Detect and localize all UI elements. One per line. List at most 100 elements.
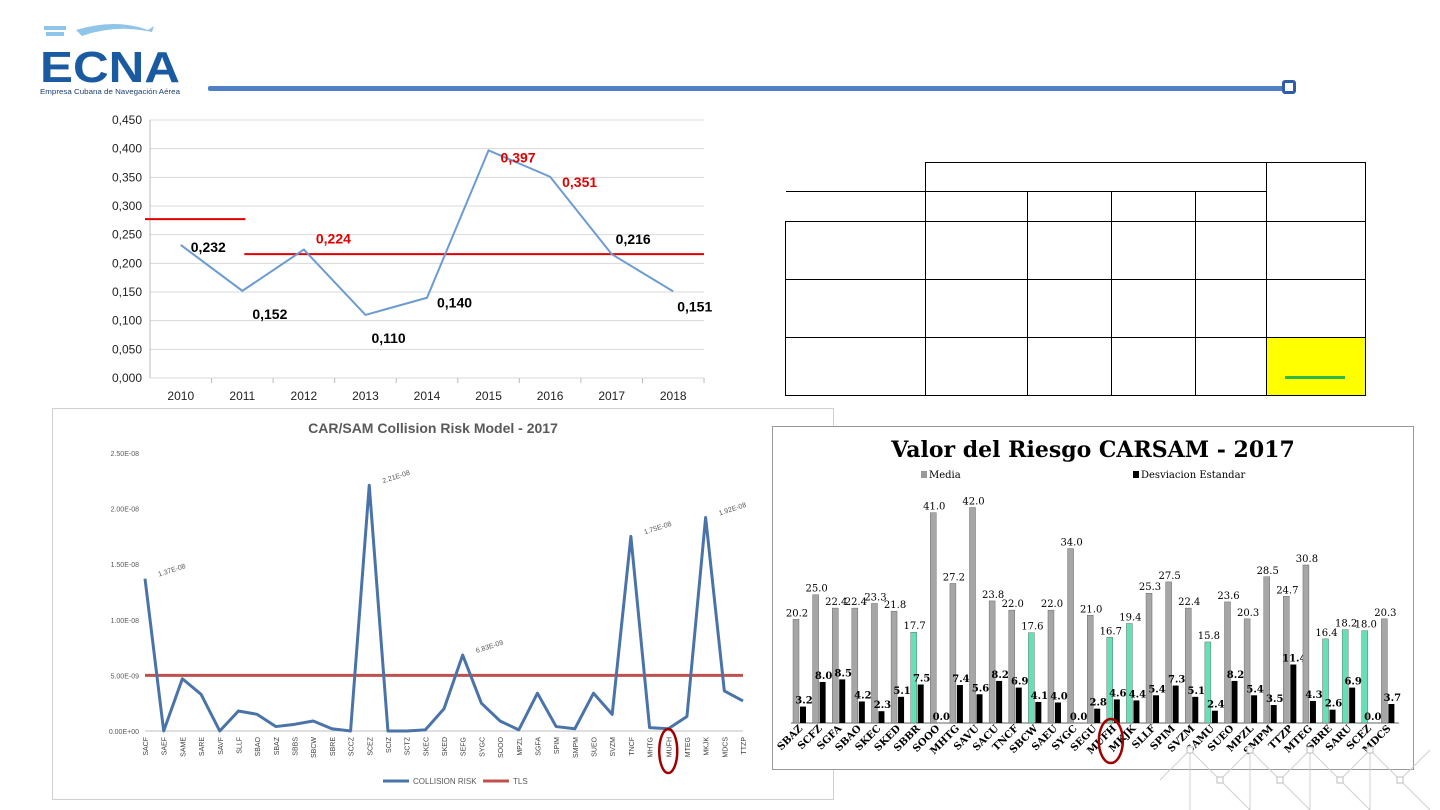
media-value-label: 28.5: [1257, 566, 1279, 577]
y-tick-label: 5.00E-09: [111, 673, 140, 680]
data-label: 6.83E-09: [475, 639, 504, 654]
risk-table: [785, 162, 1366, 396]
legend-swatch-sd: [1133, 471, 1139, 478]
sd-bar: [1231, 680, 1238, 723]
sd-bar: [1172, 685, 1179, 723]
series-line: [180, 149, 674, 317]
data-label: 0,216: [616, 231, 651, 247]
logo-tagline: Empresa Cubana de Navegación Aérea: [40, 87, 180, 96]
x-tick-label: 2011: [229, 389, 255, 403]
y-tick-label: 0,400: [112, 142, 142, 156]
y-tick-label: 0,200: [112, 256, 142, 270]
sd-value-label: 7.4: [952, 674, 969, 685]
x-tick-label: TNCF: [629, 737, 636, 756]
sd-value-label: 2.4: [1207, 700, 1224, 711]
x-tick-label: SGFA: [535, 737, 542, 756]
media-value-label: 20.2: [786, 608, 808, 619]
sd-value-label: 6.9: [1011, 677, 1028, 688]
data-label: 1.75E-08: [643, 521, 672, 536]
sd-value-label: 2.6: [1325, 699, 1342, 710]
sd-value-label: 2.8: [1089, 698, 1106, 709]
x-tick-label: SARE: [199, 737, 206, 756]
x-tick-label: SCTZ: [405, 736, 412, 755]
x-tick-label: SAVF: [218, 737, 225, 755]
sd-bar: [1290, 664, 1297, 723]
sd-value-label: 8.5: [835, 668, 852, 679]
media-bar: [910, 631, 917, 724]
media-value-label: 27.5: [1159, 571, 1181, 582]
sd-bar: [1270, 705, 1277, 723]
header-divider: [208, 86, 1290, 91]
legend-label-collision-risk: COLLISION RISK: [413, 777, 477, 786]
x-tick-label: SKED: [442, 737, 449, 756]
sd-bar: [1133, 700, 1140, 723]
sd-value-label: 3.2: [795, 696, 812, 707]
legend-label-media: Media: [929, 470, 961, 481]
media-value-label: 21.8: [884, 600, 906, 611]
x-tick-label: SPIM: [554, 737, 561, 754]
y-tick-label: 1.00E-08: [111, 618, 140, 625]
media-value-label: 25.0: [805, 584, 827, 595]
x-tick-label: SKEC: [423, 737, 430, 756]
media-bar: [1145, 592, 1153, 724]
media-bar: [890, 610, 898, 724]
x-tick-label: SBRE: [330, 737, 337, 756]
sd-bar: [1349, 687, 1356, 723]
media-bar: [1106, 637, 1114, 724]
x-tick-label: SBAO: [255, 736, 262, 756]
media-value-label: 25.3: [1139, 582, 1161, 593]
sd-bar: [878, 711, 885, 723]
sd-value-label: 4.0: [1050, 691, 1067, 702]
ecna-logo: ECNA Empresa Cubana de Navegación Aérea: [40, 24, 180, 96]
x-tick-label: MPZL: [517, 737, 524, 756]
x-tick-label: SACF: [143, 737, 150, 756]
sd-value-label: 4.1: [1031, 691, 1048, 702]
media-value-label: 18.2: [1335, 619, 1357, 630]
media-bar: [1263, 576, 1270, 724]
sd-bar: [996, 680, 1003, 723]
sd-value-label: 7.5: [913, 674, 930, 685]
data-label: 0,397: [501, 149, 536, 165]
media-bar: [930, 512, 937, 724]
x-tick-label: TTZP: [741, 737, 748, 755]
media-bar: [969, 507, 976, 724]
green-marker: [1284, 376, 1345, 379]
sd-bar: [1388, 704, 1395, 723]
sd-value-label: 5.4: [1148, 684, 1165, 695]
x-tick-label: 2012: [291, 389, 318, 403]
media-value-label: 19.4: [1119, 612, 1141, 623]
media-value-label: 23.8: [982, 590, 1004, 601]
media-bar: [1067, 548, 1074, 724]
decorative-network-pattern: [1159, 746, 1431, 810]
sd-bar: [800, 706, 806, 723]
y-tick-label: 0.00E+00: [109, 729, 139, 736]
sd-value-label: 3.5: [1266, 694, 1283, 705]
sd-value-label: 3.7: [1384, 693, 1401, 704]
logo-wordmark: ECNA: [40, 43, 180, 92]
sd-bar: [976, 694, 983, 723]
data-label: 1.92E-08: [718, 502, 747, 517]
x-tick-label: SMPM: [573, 737, 580, 758]
carsam-risk-bar-chart: Valor del Riesgo CARSAM - 2017 Media Desvi…: [772, 426, 1414, 770]
media-value-label: 17.7: [904, 621, 926, 632]
y-tick-label: 2.00E-08: [111, 507, 140, 514]
sd-value-label: 4.2: [854, 690, 871, 701]
sd-value-label: 5.6: [972, 683, 989, 694]
media-bar: [1243, 618, 1251, 724]
x-tick-label: SCEZ: [367, 736, 374, 755]
sd-value-label: 8.2: [1227, 670, 1244, 681]
sd-bar: [1251, 695, 1258, 723]
sd-value-label: 0.0: [1070, 712, 1087, 723]
media-bar: [832, 607, 839, 724]
media-value-label: 23.3: [864, 592, 886, 603]
sd-value-label: 11.4: [1282, 654, 1306, 665]
y-tick-label: 0,100: [112, 314, 142, 328]
media-bar: [1302, 564, 1310, 724]
x-tick-label: MHTG: [648, 737, 655, 758]
sd-value-label: 0.0: [933, 712, 950, 723]
media-bar: [1204, 641, 1212, 724]
media-bar: [812, 594, 819, 724]
sd-value-label: 0.0: [1364, 712, 1381, 723]
media-bar: [1381, 618, 1388, 724]
media-value-label: 16.7: [1100, 626, 1122, 637]
